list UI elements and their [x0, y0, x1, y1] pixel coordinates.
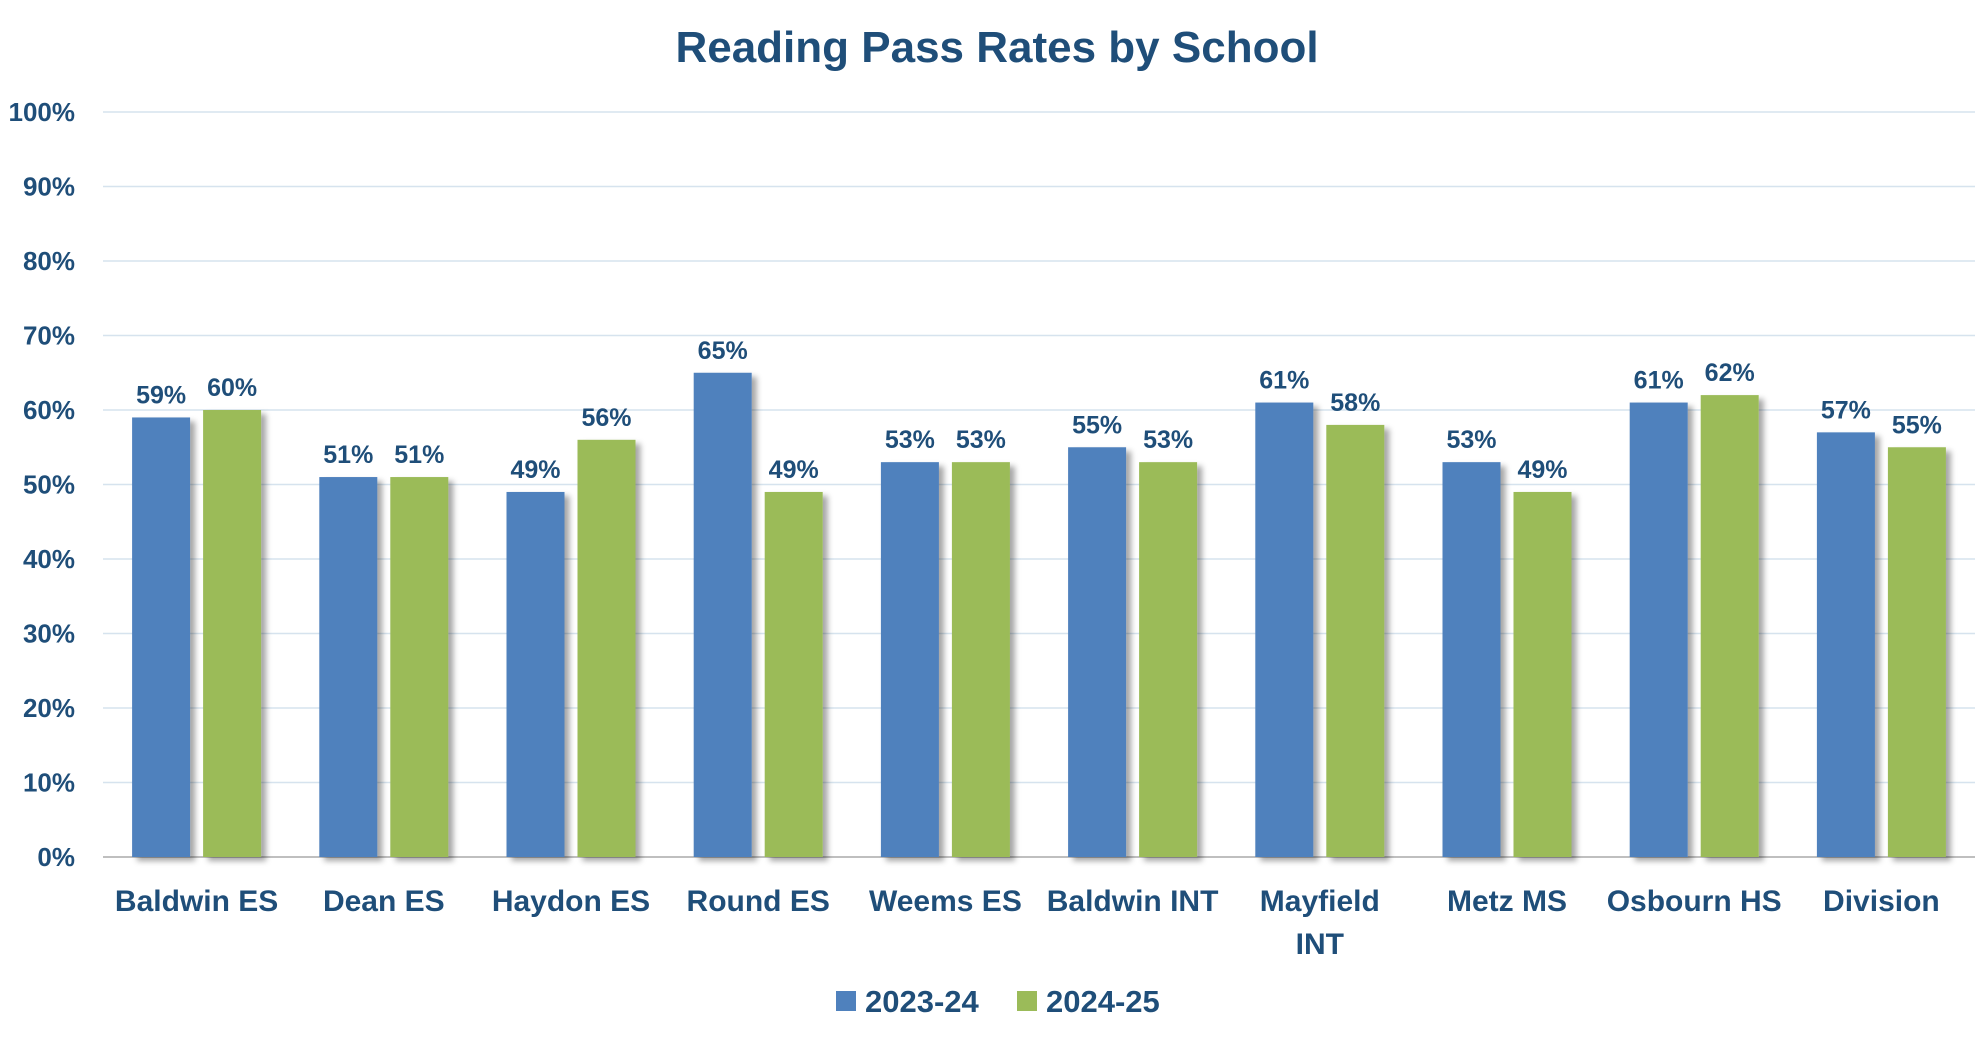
data-label: 51% [394, 441, 444, 469]
x-axis-category-labels: Baldwin ES Dean ES Haydon ES Round ES Weems … [115, 885, 1940, 961]
data-label: 51% [323, 441, 373, 469]
bar-2023-24-2 [506, 491, 565, 857]
y-tick-label: 100% [9, 97, 76, 127]
bar-2023-24-4 [880, 462, 939, 857]
y-tick-label: 70% [23, 321, 75, 351]
bar-2024-25-4 [951, 462, 1010, 857]
x-category-label: Haydon ES [492, 885, 650, 918]
x-category-label: Round ES [687, 885, 830, 918]
bar-2023-24-8 [1629, 402, 1688, 857]
bar-2024-25-8 [1700, 395, 1759, 857]
x-category-label: Metz MS [1447, 885, 1567, 918]
data-label: 56% [581, 404, 631, 432]
bar-2023-24-1 [319, 477, 378, 857]
legend-label: 2024-25 [1046, 984, 1160, 1019]
data-label: 53% [1446, 426, 1496, 454]
y-tick-label: 50% [23, 470, 75, 500]
bar-2024-25-9 [1887, 447, 1946, 857]
x-category-label: Division [1823, 885, 1940, 918]
data-label: 62% [1705, 359, 1755, 387]
x-category-label: Osbourn HS [1607, 885, 1782, 918]
data-label: 55% [1892, 411, 1942, 439]
bar-2024-25-2 [577, 439, 636, 857]
y-tick-label: 90% [23, 172, 75, 202]
data-label: 55% [1072, 411, 1122, 439]
y-tick-label: 10% [23, 768, 75, 798]
bar-2023-24-9 [1816, 432, 1875, 857]
x-category-label: Baldwin ES [115, 885, 278, 918]
data-label: 58% [1330, 389, 1380, 417]
y-tick-label: 0% [37, 842, 75, 872]
bar-2023-24-6 [1255, 402, 1314, 857]
chart-title: Reading Pass Rates by School [675, 23, 1318, 72]
data-label: 61% [1259, 367, 1309, 395]
y-tick-label: 40% [23, 544, 75, 574]
x-category-label: Baldwin INT [1047, 885, 1219, 918]
y-tick-label: 20% [23, 693, 75, 723]
legend-label: 2023-24 [865, 984, 980, 1019]
legend: 2023-24 2024-25 [836, 984, 1160, 1019]
x-category-label: Weems ES [869, 885, 1022, 918]
data-label: 65% [698, 337, 748, 365]
data-label: 49% [1517, 456, 1567, 484]
data-label: 53% [885, 426, 935, 454]
data-label: 49% [510, 456, 560, 484]
data-label: 53% [956, 426, 1006, 454]
data-labels: 59% 60% 51% 51% 49% 56% 65% 49% 53% 53% 55% 53% 61% 5… [136, 337, 1942, 484]
bar-2024-25-1 [390, 477, 449, 857]
data-label: 49% [769, 456, 819, 484]
bar-2024-25-0 [203, 410, 262, 857]
bar-2024-25-7 [1513, 491, 1572, 857]
bar-2023-24-5 [1068, 447, 1127, 857]
x-category-label: INT [1296, 928, 1344, 961]
bars [132, 372, 1946, 857]
bar-2024-25-3 [764, 491, 823, 857]
y-axis-tick-labels: 0% 10% 20% 30% 40% 50% 60% 70% 80% 90% 100% [9, 97, 76, 872]
x-category-label: Mayfield [1260, 885, 1380, 918]
bar-2024-25-6 [1326, 424, 1385, 857]
data-label: 59% [136, 381, 186, 409]
gridlines [103, 111, 1975, 784]
legend-swatch [1017, 991, 1037, 1011]
bar-2023-24-0 [132, 417, 191, 857]
y-tick-label: 30% [23, 619, 75, 649]
legend-swatch [836, 991, 856, 1011]
bar-2023-24-3 [693, 372, 752, 857]
data-label: 60% [207, 374, 257, 402]
bar-2023-24-7 [1442, 462, 1501, 857]
y-tick-label: 80% [23, 246, 75, 276]
y-tick-label: 60% [23, 395, 75, 425]
x-category-label: Dean ES [323, 885, 445, 918]
data-label: 61% [1634, 367, 1684, 395]
data-label: 57% [1821, 396, 1871, 424]
data-label: 53% [1143, 426, 1193, 454]
bar-2024-25-5 [1139, 462, 1198, 857]
